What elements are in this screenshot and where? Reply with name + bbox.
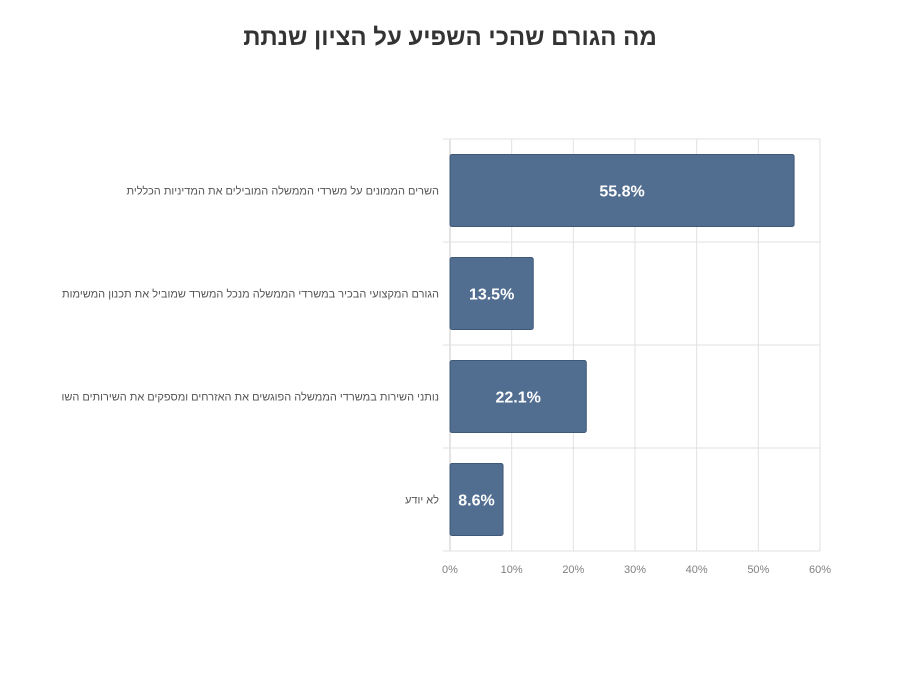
x-tick-label: 0%	[442, 564, 458, 576]
data-label: 13.5%	[469, 287, 514, 304]
category-label: השרים הממונים על משרדי הממשלה המובילים א…	[126, 185, 439, 198]
bar	[449, 463, 504, 536]
data-label: 8.6%	[458, 493, 494, 510]
x-tick-label: 50%	[747, 564, 769, 576]
bar	[449, 154, 795, 227]
data-label: 22.1%	[495, 390, 540, 407]
category-label: לא יודע	[405, 494, 439, 507]
x-tick-label: 30%	[624, 564, 646, 576]
bars	[449, 154, 795, 536]
x-tick-label: 60%	[809, 564, 831, 576]
data-label: 55.8%	[599, 184, 644, 201]
category-label: הגורם המקצועי הבכיר במשרדי הממשלה מנכל ה…	[62, 288, 439, 301]
bar	[449, 257, 534, 330]
category-label: נותני השירות במשרדי הממשלה הפוגשים את הא…	[61, 391, 439, 404]
labels: 0% 10% 20% 30% 40% 50% 60% 55.8% השרים הממונים ע…	[61, 184, 831, 577]
chart-title: מה הגורם שהכי השפיע על הציון שנתת	[243, 24, 657, 51]
x-tick-label: 10%	[501, 564, 523, 576]
x-tick-label: 20%	[562, 564, 584, 576]
x-tick-label: 40%	[686, 564, 708, 576]
bar	[449, 360, 587, 433]
